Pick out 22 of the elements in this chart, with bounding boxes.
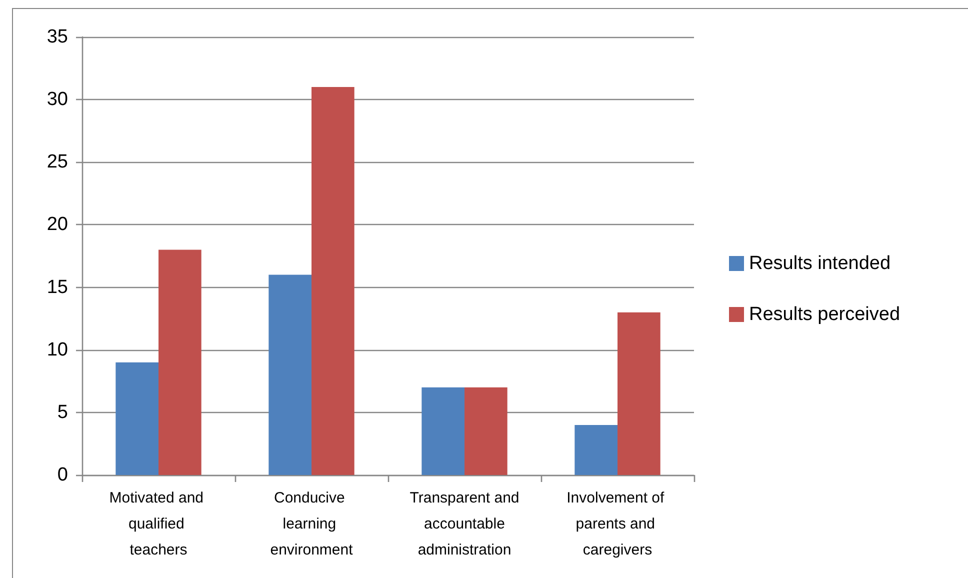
bar bbox=[464, 387, 508, 475]
x-tick-label: Involvement of parents and caregivers bbox=[566, 490, 668, 558]
y-tick-label: 25 bbox=[46, 152, 68, 173]
y-tick-label: 20 bbox=[46, 214, 68, 236]
x-tick-label: Transparent and accountable administration bbox=[410, 490, 520, 558]
x-tick-label: Motivated and qualified teachers bbox=[109, 490, 208, 558]
y-tick-label: 0 bbox=[57, 464, 68, 486]
y-tick-label: 5 bbox=[57, 402, 68, 423]
bar bbox=[312, 87, 354, 475]
legend-label: Results intended bbox=[749, 253, 891, 274]
x-tick-label: Conducive learning environment bbox=[270, 490, 354, 558]
bar bbox=[268, 274, 312, 475]
y-tick-label: 15 bbox=[46, 276, 68, 298]
bar bbox=[574, 424, 618, 475]
y-tick-label: 10 bbox=[46, 339, 68, 360]
legend-label: Results perceived bbox=[749, 304, 900, 325]
bar bbox=[618, 312, 660, 475]
y-tick-label: 35 bbox=[46, 26, 68, 48]
bar bbox=[158, 250, 202, 475]
bar bbox=[422, 387, 464, 475]
bar bbox=[116, 362, 158, 475]
y-tick-label: 30 bbox=[46, 89, 68, 110]
